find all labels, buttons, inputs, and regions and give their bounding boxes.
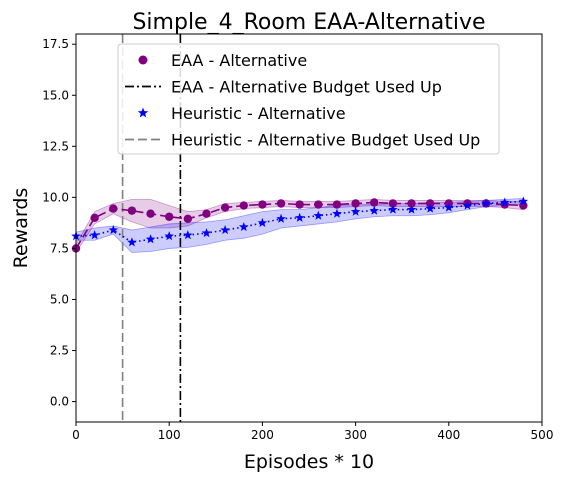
data-point	[294, 212, 305, 222]
data-point	[350, 206, 361, 216]
data-point	[332, 208, 342, 218]
y-tick-label: 12.5	[42, 139, 69, 153]
data-point	[146, 209, 155, 218]
x-axis: 0 100 200 300 400 500	[72, 422, 553, 442]
data-point	[239, 221, 249, 232]
data-point	[351, 199, 360, 208]
y-tick-label: 17.5	[42, 37, 69, 51]
data-point	[332, 200, 342, 209]
legend-label: EAA - Alternative Budget Used Up	[171, 78, 442, 97]
y-axis-label: Rewards	[10, 188, 32, 269]
data-point	[220, 225, 230, 235]
data-point	[462, 200, 473, 210]
data-point	[258, 200, 267, 209]
data-point	[388, 199, 398, 208]
data-point	[388, 204, 398, 214]
data-point	[406, 204, 417, 214]
data-point	[425, 203, 435, 213]
data-point	[276, 213, 286, 223]
legend-label: Heuristic - Alternative	[171, 104, 346, 123]
x-tick-label: 300	[344, 428, 367, 442]
y-tick-label: 2.5	[50, 344, 69, 358]
plot-area	[71, 34, 529, 422]
x-axis-label: Episodes * 10	[244, 451, 374, 473]
data-point	[239, 201, 248, 210]
data-point	[127, 206, 137, 215]
data-point	[164, 231, 174, 241]
x-tick-label: 400	[437, 428, 460, 442]
data-point	[127, 237, 137, 247]
data-point	[276, 199, 286, 208]
legend-label: EAA - Alternative	[171, 51, 307, 70]
data-point	[108, 225, 119, 235]
chart-title: Simple_4_Room EAA-Alternative	[132, 10, 485, 35]
data-point	[183, 230, 193, 240]
data-point	[109, 204, 118, 213]
data-point	[481, 198, 491, 208]
data-point	[165, 212, 174, 221]
data-point	[202, 209, 211, 218]
x-tick-label: 100	[158, 428, 181, 442]
data-point	[370, 198, 379, 207]
legend: EAA - Alternative EAA - Alternative Budge…	[117, 43, 500, 155]
data-point	[313, 210, 324, 220]
data-point	[369, 205, 379, 215]
x-tick-label: 200	[251, 428, 274, 442]
data-point	[444, 202, 454, 212]
data-point	[314, 200, 323, 209]
data-point	[257, 217, 268, 227]
y-tick-label: 15.0	[42, 88, 69, 102]
legend-box	[117, 43, 500, 155]
legend-label: Heuristic - Alternative Budget Used Up	[171, 131, 480, 150]
legend-marker-star	[137, 107, 149, 118]
x-tick-label: 500	[531, 428, 554, 442]
x-tick-label: 0	[72, 428, 80, 442]
data-point	[220, 203, 230, 212]
data-point	[183, 214, 193, 224]
data-point	[89, 230, 100, 240]
data-point	[295, 200, 304, 209]
y-tick-label: 5.0	[50, 292, 69, 306]
data-point	[201, 228, 212, 238]
y-tick-label: 7.5	[50, 241, 69, 255]
y-axis: 0.0 2.5 5.0 7.5 10.0 12.5 15.0 17.5	[42, 37, 76, 409]
y-tick-label: 10.0	[42, 190, 69, 204]
data-point	[145, 234, 156, 244]
data-point	[90, 213, 99, 222]
y-tick-label: 0.0	[50, 395, 69, 409]
data-point	[499, 197, 510, 207]
legend-marker-circle	[138, 55, 148, 65]
data-point	[425, 199, 435, 208]
data-point	[407, 199, 416, 208]
data-point	[518, 196, 529, 206]
axes-frame	[75, 33, 543, 423]
